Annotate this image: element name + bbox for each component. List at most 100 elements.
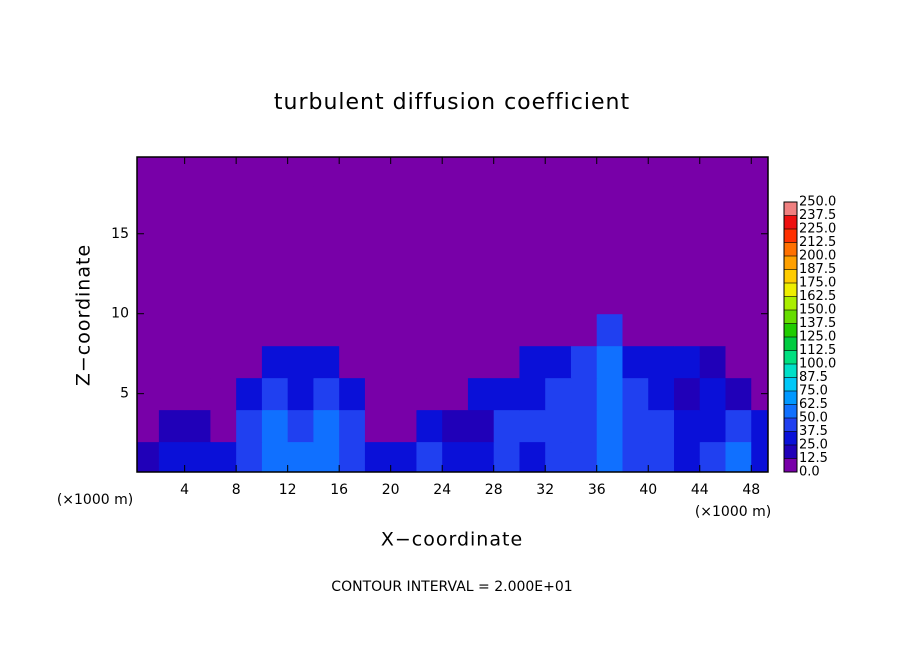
colorbar-label: 175.0 [799, 276, 836, 291]
contour-cell [364, 185, 392, 219]
colorbar-swatch [784, 256, 797, 270]
colorbar-swatch [784, 229, 797, 243]
contour-cell [137, 249, 160, 283]
contour-cell [699, 217, 727, 251]
colorbar-swatch [784, 310, 797, 324]
contour-cell [725, 377, 752, 411]
x-tick-label: 4 [180, 482, 189, 498]
contour-cell [519, 157, 546, 187]
contour-cell [390, 409, 417, 443]
footer: CONTOUR INTERVAL = 2.000E+01 [331, 579, 572, 595]
contour-cell [390, 281, 417, 315]
contour-cell [416, 313, 443, 347]
contour-cell [287, 313, 314, 347]
colorbar-label: 225.0 [799, 222, 836, 237]
colorbar-swatch [784, 350, 797, 364]
contour-cell [158, 377, 186, 411]
contour-cell [261, 281, 289, 315]
contour-cell [467, 185, 495, 219]
contour-cell [236, 157, 263, 187]
contour-cell [545, 377, 572, 411]
colorbar-label: 150.0 [799, 303, 836, 318]
contour-cell [158, 441, 186, 472]
colorbar-label: 87.5 [799, 370, 828, 385]
colorbar-swatch [784, 242, 797, 256]
contour-cell [364, 441, 392, 472]
contour-cell [137, 377, 160, 411]
contour-cell [699, 441, 727, 472]
contour-cell [416, 377, 443, 411]
contour-cell [699, 377, 727, 411]
contour-cell [673, 185, 701, 219]
contour-cell [158, 157, 186, 187]
contour-cell [493, 345, 520, 379]
contour-cell [725, 185, 752, 219]
contour-cell [390, 441, 417, 472]
x-tick-label: 24 [433, 482, 451, 498]
contour-cell [442, 441, 469, 472]
contour-cell [493, 249, 520, 283]
contour-cell [519, 281, 546, 315]
colorbar-label: 12.5 [799, 451, 828, 466]
contour-cell [519, 409, 546, 443]
contour-cell [287, 157, 314, 187]
contour-cell [673, 281, 701, 315]
contour-cell [596, 409, 623, 443]
axes: 4 8 12 16 20 24 28 32 36 40 44 48510150.012.525.037… [111, 156, 836, 498]
contour-cell [467, 249, 495, 283]
contour-cell [210, 249, 237, 283]
contour-cell [416, 409, 443, 443]
contour-cell [545, 185, 572, 219]
contour-cell [158, 217, 186, 251]
contour-cell [596, 281, 623, 315]
contour-cell [751, 249, 768, 283]
contour-cell [519, 441, 546, 472]
contour-cell [236, 281, 263, 315]
contour-cell [570, 217, 598, 251]
contour-cell [673, 157, 701, 187]
contour-cell [184, 409, 211, 443]
contour-cell [467, 377, 495, 411]
contour-cell [596, 441, 623, 472]
contour-cell [416, 249, 443, 283]
contour-cell [390, 249, 417, 283]
colorbar-label: 125.0 [799, 330, 836, 345]
contour-cell [673, 217, 701, 251]
contour-cell [236, 377, 263, 411]
contour-cell [545, 249, 572, 283]
colorbar-label: 75.0 [799, 384, 828, 399]
contour-cell [673, 345, 701, 379]
x-unit-label: (×1000 m) [695, 504, 771, 520]
contour-cell [261, 441, 289, 472]
contour-cell [236, 217, 263, 251]
contour-cell [137, 345, 160, 379]
y-tick-label: 10 [111, 306, 129, 322]
x-tick-label: 20 [382, 482, 400, 498]
colorbar-swatch [784, 445, 797, 459]
colorbar-label: 62.5 [799, 397, 828, 412]
contour-cell [137, 217, 160, 251]
contour-cell [184, 377, 211, 411]
contour-cell [493, 281, 520, 315]
contour-cell [519, 313, 546, 347]
contour-cell [751, 313, 768, 347]
contour-cell [648, 441, 675, 472]
contour-cell [570, 377, 598, 411]
contour-cell [210, 157, 237, 187]
colorbar-swatch [784, 269, 797, 283]
contour-cell [570, 185, 598, 219]
contour-cell [390, 185, 417, 219]
contour-cell [390, 377, 417, 411]
contour-cell [519, 217, 546, 251]
contour-cell [751, 409, 768, 443]
contour-cell [725, 345, 752, 379]
contour-cell [287, 377, 314, 411]
contour-cell [261, 345, 289, 379]
contour-cell [673, 441, 701, 472]
contour-cell [699, 249, 727, 283]
colorbar-swatch [784, 202, 797, 216]
contour-cell [184, 249, 211, 283]
colorbar-label: 187.5 [799, 262, 836, 277]
colorbar-label: 162.5 [799, 289, 836, 304]
contour-cell [545, 217, 572, 251]
